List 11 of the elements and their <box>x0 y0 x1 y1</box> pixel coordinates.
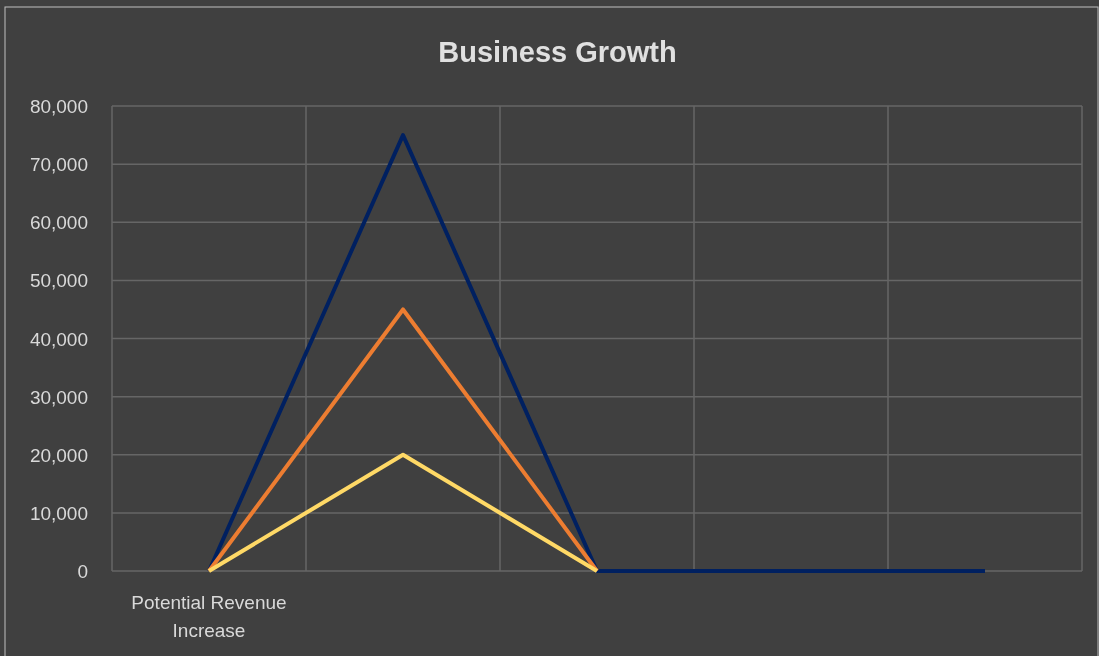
x-tick-label: Potential Revenue Increase <box>131 592 287 641</box>
y-tick-label: 80,000 <box>29 96 88 117</box>
y-tick-label: 60,000 <box>29 212 88 234</box>
y-tick-label: 30,000 <box>29 386 88 408</box>
y-tick-label: 50,000 <box>29 270 88 292</box>
y-tick-label: 40,000 <box>29 328 88 350</box>
y-tick-label: 20,000 <box>29 444 88 466</box>
chart-title: Business Growth <box>438 36 677 68</box>
y-tick-label: 0 <box>77 561 88 582</box>
y-tick-label: 10,000 <box>29 502 88 524</box>
y-tick-label: 70,000 <box>29 154 88 176</box>
